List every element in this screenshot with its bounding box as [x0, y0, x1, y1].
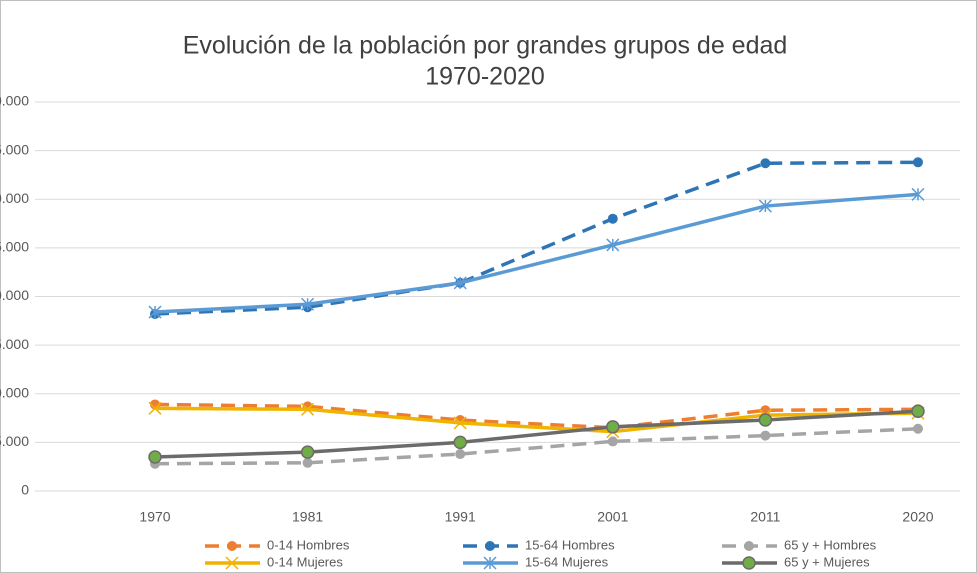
point	[913, 423, 923, 434]
y-tick-label: 0	[21, 482, 29, 498]
point	[148, 450, 162, 464]
legend-label: 0-14 Hombres	[267, 537, 350, 552]
series-line	[154, 406, 919, 434]
y-tick-label: 15.000	[0, 336, 29, 352]
legend-marker	[485, 541, 495, 551]
point	[301, 297, 315, 311]
point	[758, 413, 773, 427]
series-line	[154, 427, 919, 466]
point	[606, 238, 620, 252]
y-tick-label: 20.000	[0, 287, 29, 303]
series-line	[154, 409, 919, 459]
series-line	[154, 160, 919, 316]
point	[453, 276, 467, 290]
point	[453, 435, 467, 450]
point	[760, 430, 771, 441]
point	[607, 436, 618, 447]
legend-label: 0-14 Mujeres	[267, 554, 343, 569]
legend-marker	[483, 556, 497, 570]
legend-label: 65 y + Mujeres	[784, 554, 870, 569]
point	[301, 402, 315, 416]
y-tick-label: 10.000	[0, 384, 29, 400]
y-tick-label: 40.000	[0, 93, 29, 109]
legend-label: 15-64 Hombres	[525, 537, 615, 552]
legend-label: 15-64 Mujeres	[525, 554, 609, 569]
point	[300, 445, 315, 459]
x-tick-label: 2011	[750, 509, 780, 525]
series-line	[154, 192, 919, 314]
x-tick-label: 1991	[445, 509, 476, 525]
point	[913, 157, 923, 168]
point	[758, 199, 772, 213]
y-tick-label: 30.000	[0, 190, 29, 206]
point	[606, 420, 620, 434]
point	[455, 449, 466, 460]
x-tick-label: 1981	[292, 509, 323, 525]
series-line	[154, 402, 919, 430]
y-tick-label: 5.000	[0, 433, 29, 449]
chart-subtitle: 1970-2020	[425, 63, 545, 91]
legend-marker	[227, 541, 237, 551]
point	[148, 401, 162, 415]
y-tick-label: 25.000	[0, 239, 29, 255]
x-tick-label: 2001	[597, 509, 628, 525]
point	[760, 158, 771, 169]
x-tick-label: 1970	[139, 509, 170, 525]
y-tick-label: 35.000	[0, 141, 29, 157]
legend-marker	[744, 541, 754, 551]
legend-marker	[742, 556, 756, 570]
x-tick-label: 2020	[902, 509, 933, 525]
point	[453, 416, 467, 430]
chart-title: Evolución de la población por grandes gr…	[183, 32, 788, 60]
point	[148, 305, 162, 319]
point	[911, 404, 925, 419]
legend-label: 65 y + Hombres	[784, 537, 877, 552]
point	[607, 213, 618, 224]
point	[302, 457, 313, 468]
legend-marker	[225, 556, 239, 570]
point	[911, 187, 925, 201]
